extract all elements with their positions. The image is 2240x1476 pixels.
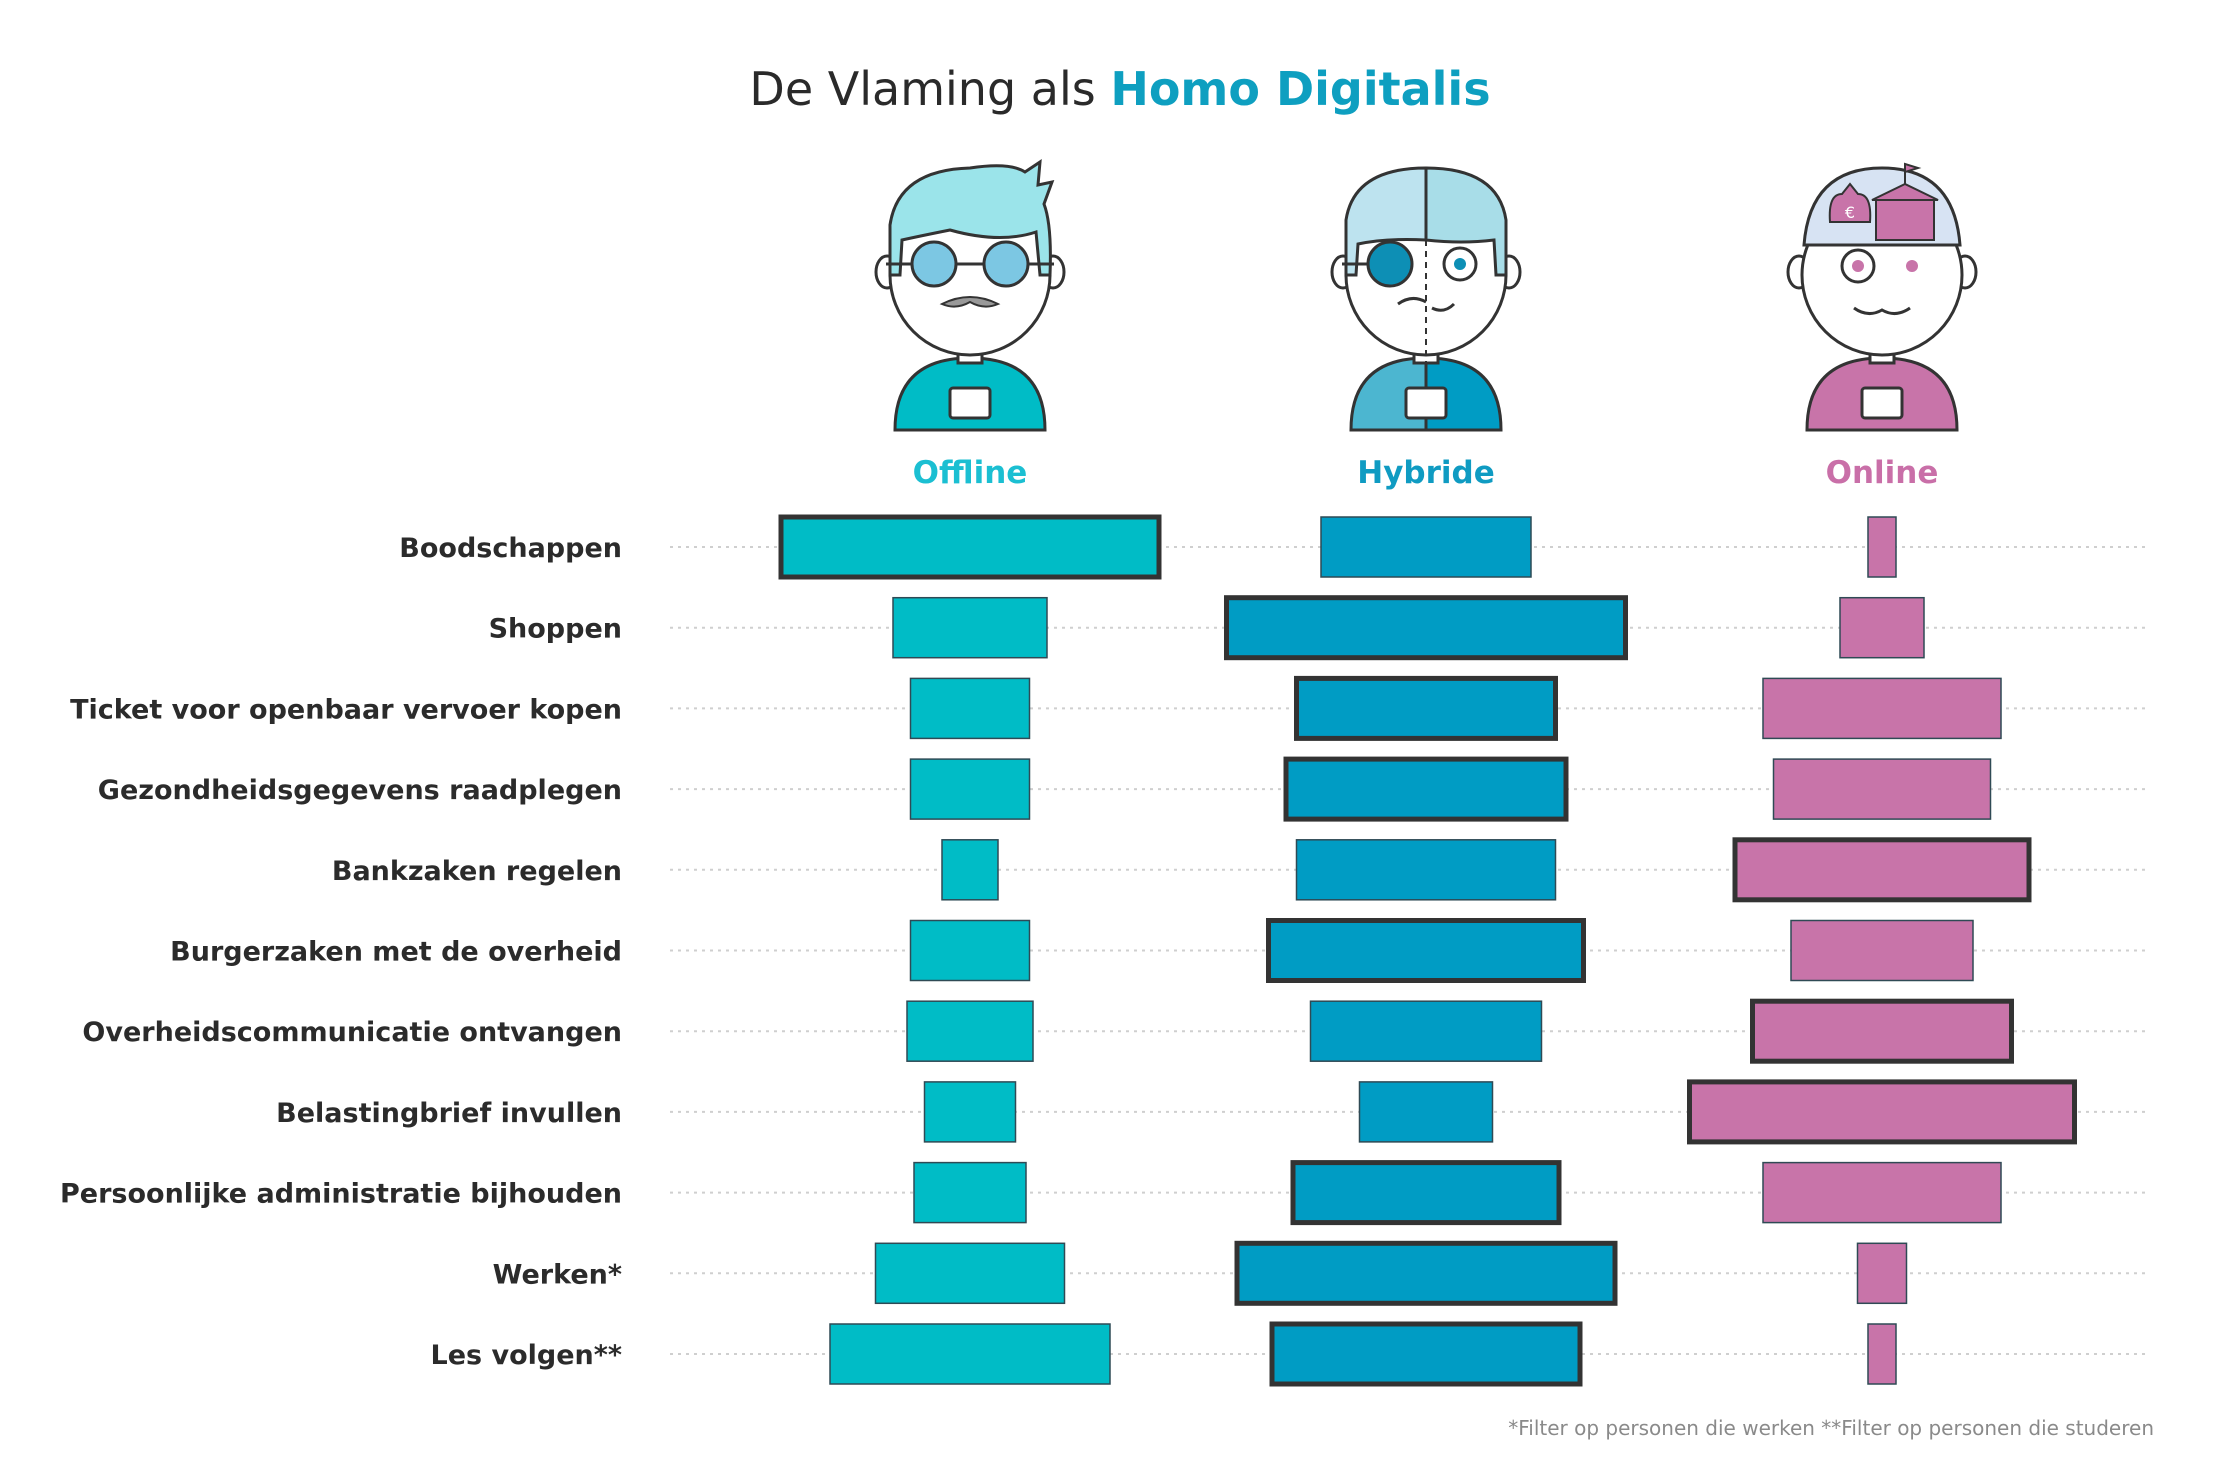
category-label: Overheidscommunicatie ontvangen	[82, 1017, 622, 1048]
bar-online	[1839, 596, 1925, 659]
series-label-hybride: Hybride	[1357, 455, 1494, 491]
bar-hybride	[1283, 756, 1569, 822]
bar-offline	[909, 677, 1031, 740]
row-labels: Boodschappen Shoppen Ticket voor openbaar …	[60, 533, 622, 1371]
svg-text:€: €	[1845, 203, 1855, 222]
column-labels: Offline Hybride Online	[913, 455, 1939, 491]
bar-hybride	[1224, 595, 1628, 661]
bar-online	[1772, 758, 1992, 820]
category-label: Gezondheidsgegevens raadplegen	[98, 775, 622, 806]
category-label: Werken*	[493, 1259, 622, 1290]
bar-online	[1762, 677, 2002, 740]
bar-online	[1687, 1079, 2077, 1145]
bar-offline	[913, 1161, 1027, 1224]
bar-offline	[778, 514, 1162, 580]
bar-offline	[829, 1323, 1111, 1385]
bar-online	[1867, 516, 1897, 578]
title-highlight: Homo Digitalis	[1110, 62, 1491, 116]
bar-hybride	[1358, 1081, 1494, 1143]
title-prefix: De Vlaming als	[749, 62, 1096, 116]
category-label: Ticket voor openbaar vervoer kopen	[70, 694, 622, 725]
bar-offline	[923, 1081, 1017, 1143]
bar-hybride	[1290, 1160, 1562, 1226]
category-label: Shoppen	[489, 614, 622, 645]
bar-hybride	[1266, 918, 1586, 983]
bar-offline	[874, 1242, 1066, 1305]
category-label: Persoonlijke administratie bijhouden	[60, 1179, 622, 1210]
bar-hybride	[1294, 675, 1558, 741]
chart-title: De Vlaming als Homo Digitalis	[0, 62, 2240, 116]
bar-offline	[909, 919, 1031, 982]
bar-online	[1750, 998, 2014, 1064]
bar-offline	[909, 758, 1031, 820]
series-label-offline: Offline	[913, 455, 1028, 491]
footnote: *Filter op personen die werken **Filter …	[1508, 1416, 2154, 1440]
offline-person-icon	[874, 159, 1066, 432]
bar-hybride	[1269, 1321, 1583, 1387]
bar-hybride	[1320, 516, 1532, 578]
hybride-person-icon	[1330, 166, 1522, 432]
category-label: Burgerzaken met de overheid	[170, 937, 622, 968]
category-label: Les volgen**	[431, 1340, 623, 1371]
bar-online	[1790, 919, 1974, 982]
bar-hybride	[1309, 1000, 1543, 1062]
category-label: Boodschappen	[399, 533, 622, 564]
bar-hybride	[1295, 839, 1557, 901]
bar-offline	[906, 1000, 1034, 1062]
category-label: Bankzaken regelen	[332, 856, 622, 887]
bar-online	[1856, 1242, 1908, 1305]
series-label-online: Online	[1826, 455, 1939, 491]
bars	[778, 514, 2077, 1387]
bar-offline	[892, 596, 1048, 659]
bar-online	[1867, 1323, 1897, 1385]
online-person-icon: €	[1786, 162, 1978, 432]
bar-offline	[941, 839, 999, 901]
bar-online	[1732, 837, 2032, 903]
bar-hybride	[1234, 1240, 1618, 1306]
category-label: Belastingbrief invullen	[276, 1098, 622, 1129]
bar-online	[1762, 1161, 2002, 1224]
